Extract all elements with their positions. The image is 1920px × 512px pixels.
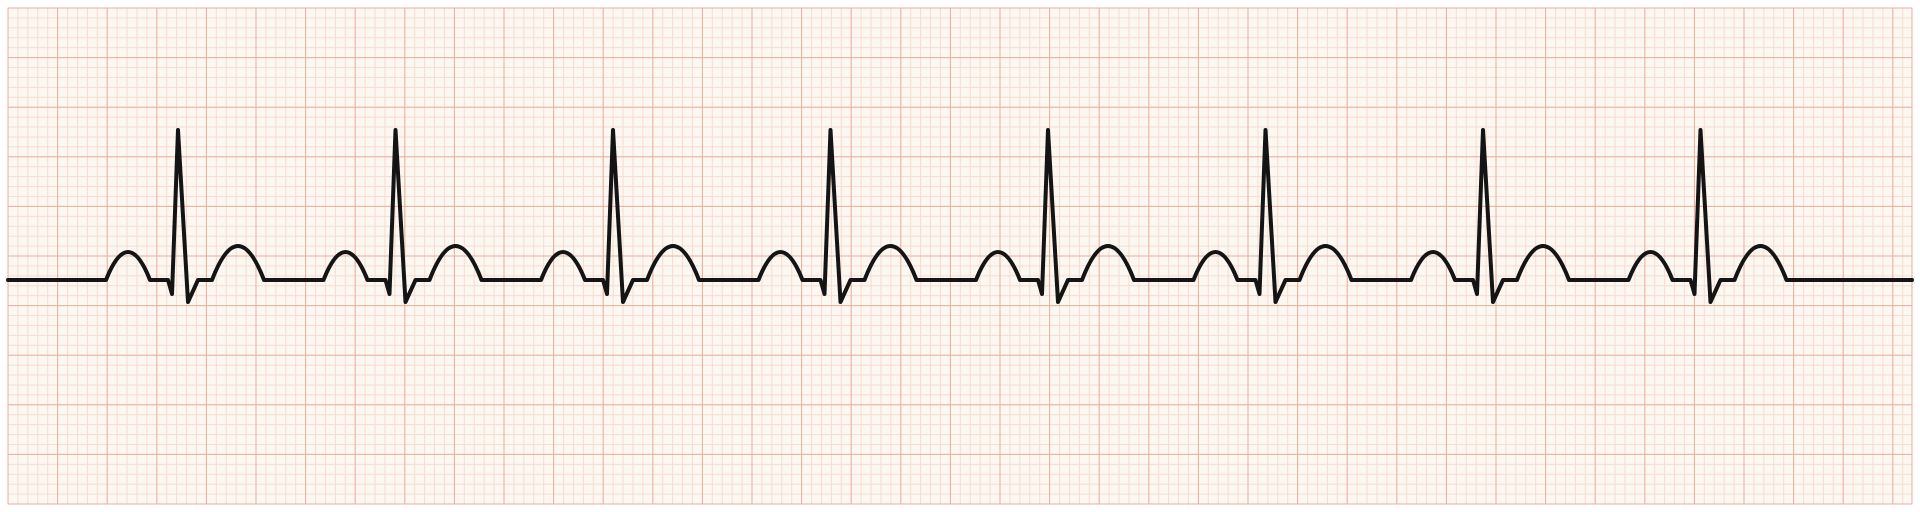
ecg-strip xyxy=(0,0,1920,512)
ecg-svg xyxy=(0,0,1920,512)
